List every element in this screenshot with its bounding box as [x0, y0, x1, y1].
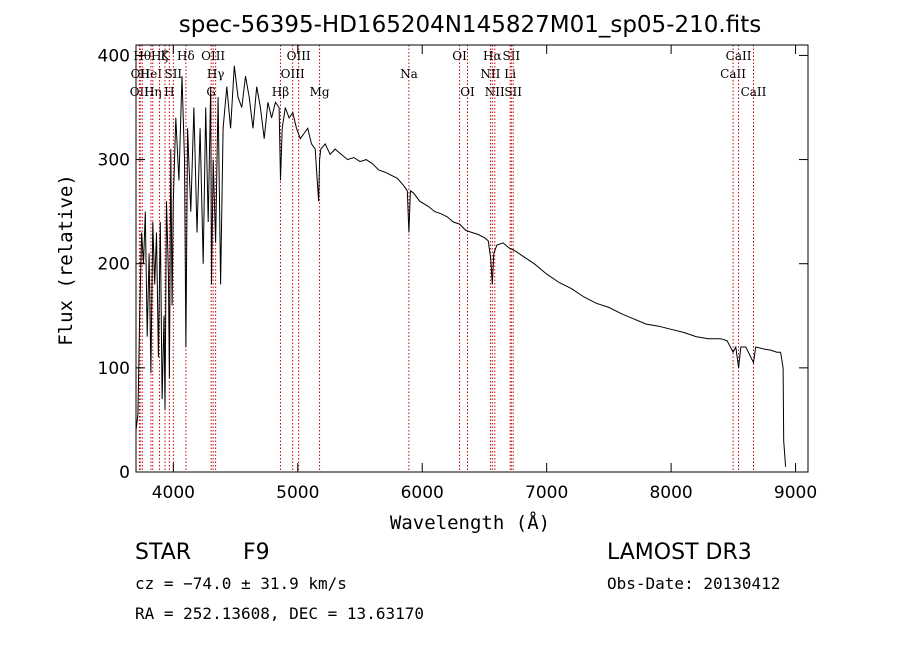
chart-title: spec-56395-HD165204N145827M01_sp05-210.f… [179, 12, 761, 38]
line-marker-label: OI [460, 85, 475, 99]
coordinates: RA = 252.13608, DEC = 13.63170 [135, 604, 424, 623]
line-marker-label: Hη [144, 85, 162, 99]
line-marker-label: CaII [741, 85, 767, 99]
spectrum-line [135, 65, 787, 467]
line-marker-layer: OIIOIIHθHeIHηHζKHSIIHδGOIIIHγHβOIIIOIIIM… [130, 45, 767, 472]
line-marker-label: SII [502, 49, 520, 63]
object-class: STAR [135, 540, 191, 565]
x-tick-label: 5000 [276, 483, 319, 503]
line-marker-label: Hγ [207, 67, 225, 81]
x-tick-label: 4000 [152, 483, 195, 503]
axis-ticks: 4000 5000 6000 7000 8000 9000 0 100 200 300 400 [98, 45, 817, 503]
line-marker-label: Mg [310, 85, 330, 99]
plot-frame [135, 44, 809, 473]
line-marker-label: NII [485, 85, 505, 99]
line-marker-label: Hδ [177, 49, 195, 63]
line-marker-label: HeI [140, 67, 163, 81]
y-tick-label: 0 [119, 463, 130, 483]
x-tick-label: 6000 [401, 483, 444, 503]
line-marker-label: Hζ [151, 49, 168, 63]
line-marker-label: Na [400, 67, 418, 81]
line-marker-label: OII [131, 67, 151, 81]
line-marker-label: Hθ [133, 49, 151, 63]
observation-date: Obs-Date: 20130412 [607, 574, 780, 593]
line-marker-label: H [164, 85, 174, 99]
line-marker-label: CaII [726, 49, 752, 63]
line-marker-label: OIII [201, 49, 225, 63]
y-axis-label: Flux (relative) [55, 174, 77, 346]
line-marker-label: NII [480, 67, 500, 81]
spectral-subclass: F9 [243, 540, 270, 565]
line-marker-label: OIII [287, 49, 311, 63]
line-marker-label: SII [164, 67, 182, 81]
x-axis-label: Wavelength (Å) [390, 511, 550, 534]
y-tick-label: 100 [98, 359, 130, 379]
survey-label: LAMOST DR3 [607, 540, 752, 565]
y-tick-label: 200 [98, 255, 130, 275]
x-tick-label: 9000 [774, 483, 817, 503]
line-marker-label: Hα [483, 49, 502, 63]
line-marker-label: Li [504, 67, 516, 81]
line-marker-label: OI [452, 49, 467, 63]
y-tick-label: 400 [98, 46, 130, 66]
x-tick-label: 8000 [649, 483, 692, 503]
y-tick-label: 300 [98, 151, 130, 171]
line-marker-label: K [161, 49, 171, 63]
line-marker-label: OII [130, 85, 150, 99]
x-tick-label: 7000 [525, 483, 568, 503]
line-marker-label: SII [504, 85, 522, 99]
line-marker-label: OIII [281, 67, 305, 81]
line-marker-label: Hβ [272, 85, 289, 99]
redshift-value: cz = −74.0 ± 31.9 km/s [135, 574, 347, 593]
line-marker-label: CaII [720, 67, 746, 81]
